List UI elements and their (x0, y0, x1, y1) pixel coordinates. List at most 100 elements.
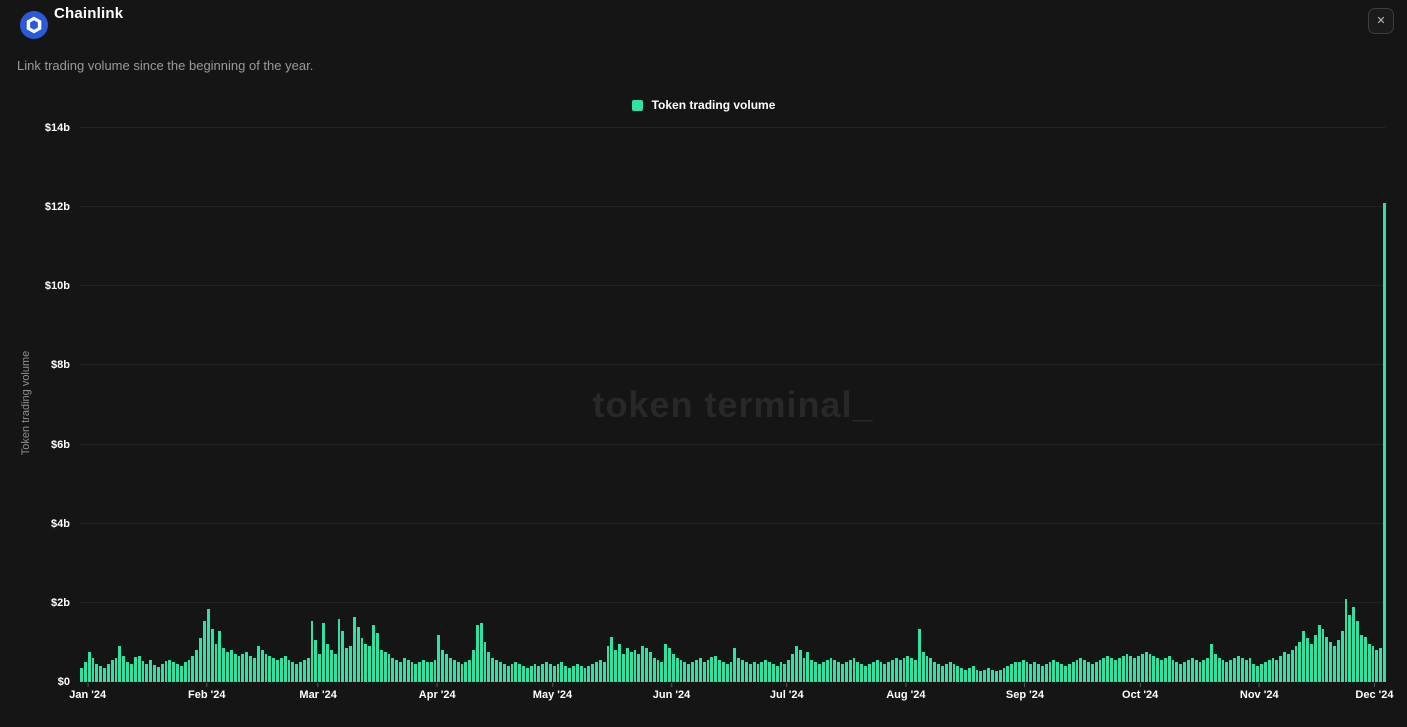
bar[interactable] (1321, 628, 1325, 682)
bar[interactable] (1290, 650, 1294, 682)
bar[interactable] (656, 660, 660, 682)
bar[interactable] (875, 660, 879, 682)
bar[interactable] (1279, 656, 1283, 682)
bar[interactable] (1263, 662, 1267, 682)
bar[interactable] (964, 670, 967, 682)
bar[interactable] (768, 662, 771, 682)
bar[interactable] (1021, 660, 1025, 682)
bar[interactable] (579, 666, 583, 682)
bar[interactable] (283, 656, 287, 682)
bar[interactable] (1267, 660, 1271, 682)
bar[interactable] (956, 666, 960, 682)
bar[interactable] (794, 646, 798, 682)
bar[interactable] (368, 646, 372, 682)
bar[interactable] (475, 624, 479, 682)
bar[interactable] (891, 660, 894, 682)
bar[interactable] (206, 608, 210, 682)
bar[interactable] (952, 664, 956, 682)
bar[interactable] (1037, 664, 1040, 682)
bar[interactable] (510, 664, 514, 682)
bar[interactable] (660, 662, 664, 682)
bar[interactable] (725, 664, 729, 682)
bar[interactable] (195, 650, 199, 682)
bar[interactable] (1359, 634, 1363, 682)
bar[interactable] (487, 652, 491, 682)
bar[interactable] (1017, 662, 1021, 682)
bar[interactable] (506, 666, 510, 682)
bar[interactable] (1256, 666, 1260, 682)
bar[interactable] (318, 654, 322, 682)
bar[interactable] (545, 662, 548, 682)
bar[interactable] (241, 654, 245, 682)
bar[interactable] (452, 660, 456, 682)
bar[interactable] (541, 664, 545, 682)
close-button[interactable]: ✕ (1368, 8, 1394, 34)
bar[interactable] (987, 668, 990, 682)
bar[interactable] (718, 660, 721, 682)
bar[interactable] (422, 660, 425, 682)
bar[interactable] (1137, 656, 1140, 682)
bar[interactable] (333, 654, 337, 682)
bar[interactable] (106, 664, 110, 682)
bar[interactable] (614, 650, 618, 682)
bar[interactable] (383, 652, 387, 682)
bar[interactable] (1014, 662, 1017, 682)
bar[interactable] (1079, 658, 1083, 682)
bar[interactable] (944, 664, 948, 682)
bar[interactable] (95, 664, 99, 682)
bar[interactable] (914, 660, 917, 682)
bar[interactable] (218, 630, 222, 682)
bar[interactable] (1383, 203, 1386, 682)
bar[interactable] (210, 628, 214, 682)
bar[interactable] (902, 658, 906, 682)
bar[interactable] (1275, 660, 1279, 682)
bar[interactable] (129, 664, 133, 682)
bar[interactable] (1240, 658, 1244, 682)
bar[interactable] (1098, 660, 1102, 682)
bar[interactable] (783, 664, 787, 682)
bar[interactable] (1060, 664, 1063, 682)
bar[interactable] (829, 658, 833, 682)
bar[interactable] (960, 668, 964, 682)
bar[interactable] (1002, 668, 1006, 682)
bar[interactable] (133, 657, 137, 682)
bar[interactable] (103, 668, 106, 682)
bar[interactable] (710, 657, 714, 682)
bar[interactable] (260, 650, 264, 682)
bar[interactable] (441, 650, 445, 682)
bar[interactable] (683, 662, 687, 682)
bar[interactable] (1064, 666, 1067, 682)
bar[interactable] (998, 670, 1002, 682)
bar[interactable] (1221, 660, 1225, 682)
bar[interactable] (1252, 664, 1256, 682)
bar[interactable] (1352, 606, 1356, 682)
bar[interactable] (633, 650, 637, 682)
bar[interactable] (1006, 666, 1010, 682)
bar[interactable] (1040, 666, 1044, 682)
bar[interactable] (483, 642, 487, 682)
bar[interactable] (587, 666, 591, 682)
bar[interactable] (1329, 642, 1333, 682)
bar[interactable] (721, 662, 725, 682)
bar[interactable] (1225, 662, 1229, 682)
bar[interactable] (1213, 654, 1217, 682)
bar[interactable] (395, 659, 399, 682)
bar[interactable] (841, 664, 844, 682)
bar[interactable] (168, 659, 172, 682)
bar[interactable] (552, 666, 556, 682)
bar[interactable] (775, 666, 779, 682)
bar[interactable] (741, 660, 744, 682)
bar[interactable] (1071, 662, 1075, 682)
bar[interactable] (187, 659, 191, 682)
bar[interactable] (445, 654, 448, 682)
bar[interactable] (314, 640, 318, 682)
bar[interactable] (1125, 654, 1129, 682)
bar[interactable] (479, 622, 483, 682)
bar[interactable] (994, 670, 998, 682)
bar[interactable] (652, 658, 656, 682)
bar[interactable] (279, 658, 283, 682)
bar[interactable] (941, 666, 944, 682)
bar[interactable] (472, 650, 475, 682)
bar[interactable] (464, 662, 468, 682)
bar[interactable] (99, 666, 103, 682)
